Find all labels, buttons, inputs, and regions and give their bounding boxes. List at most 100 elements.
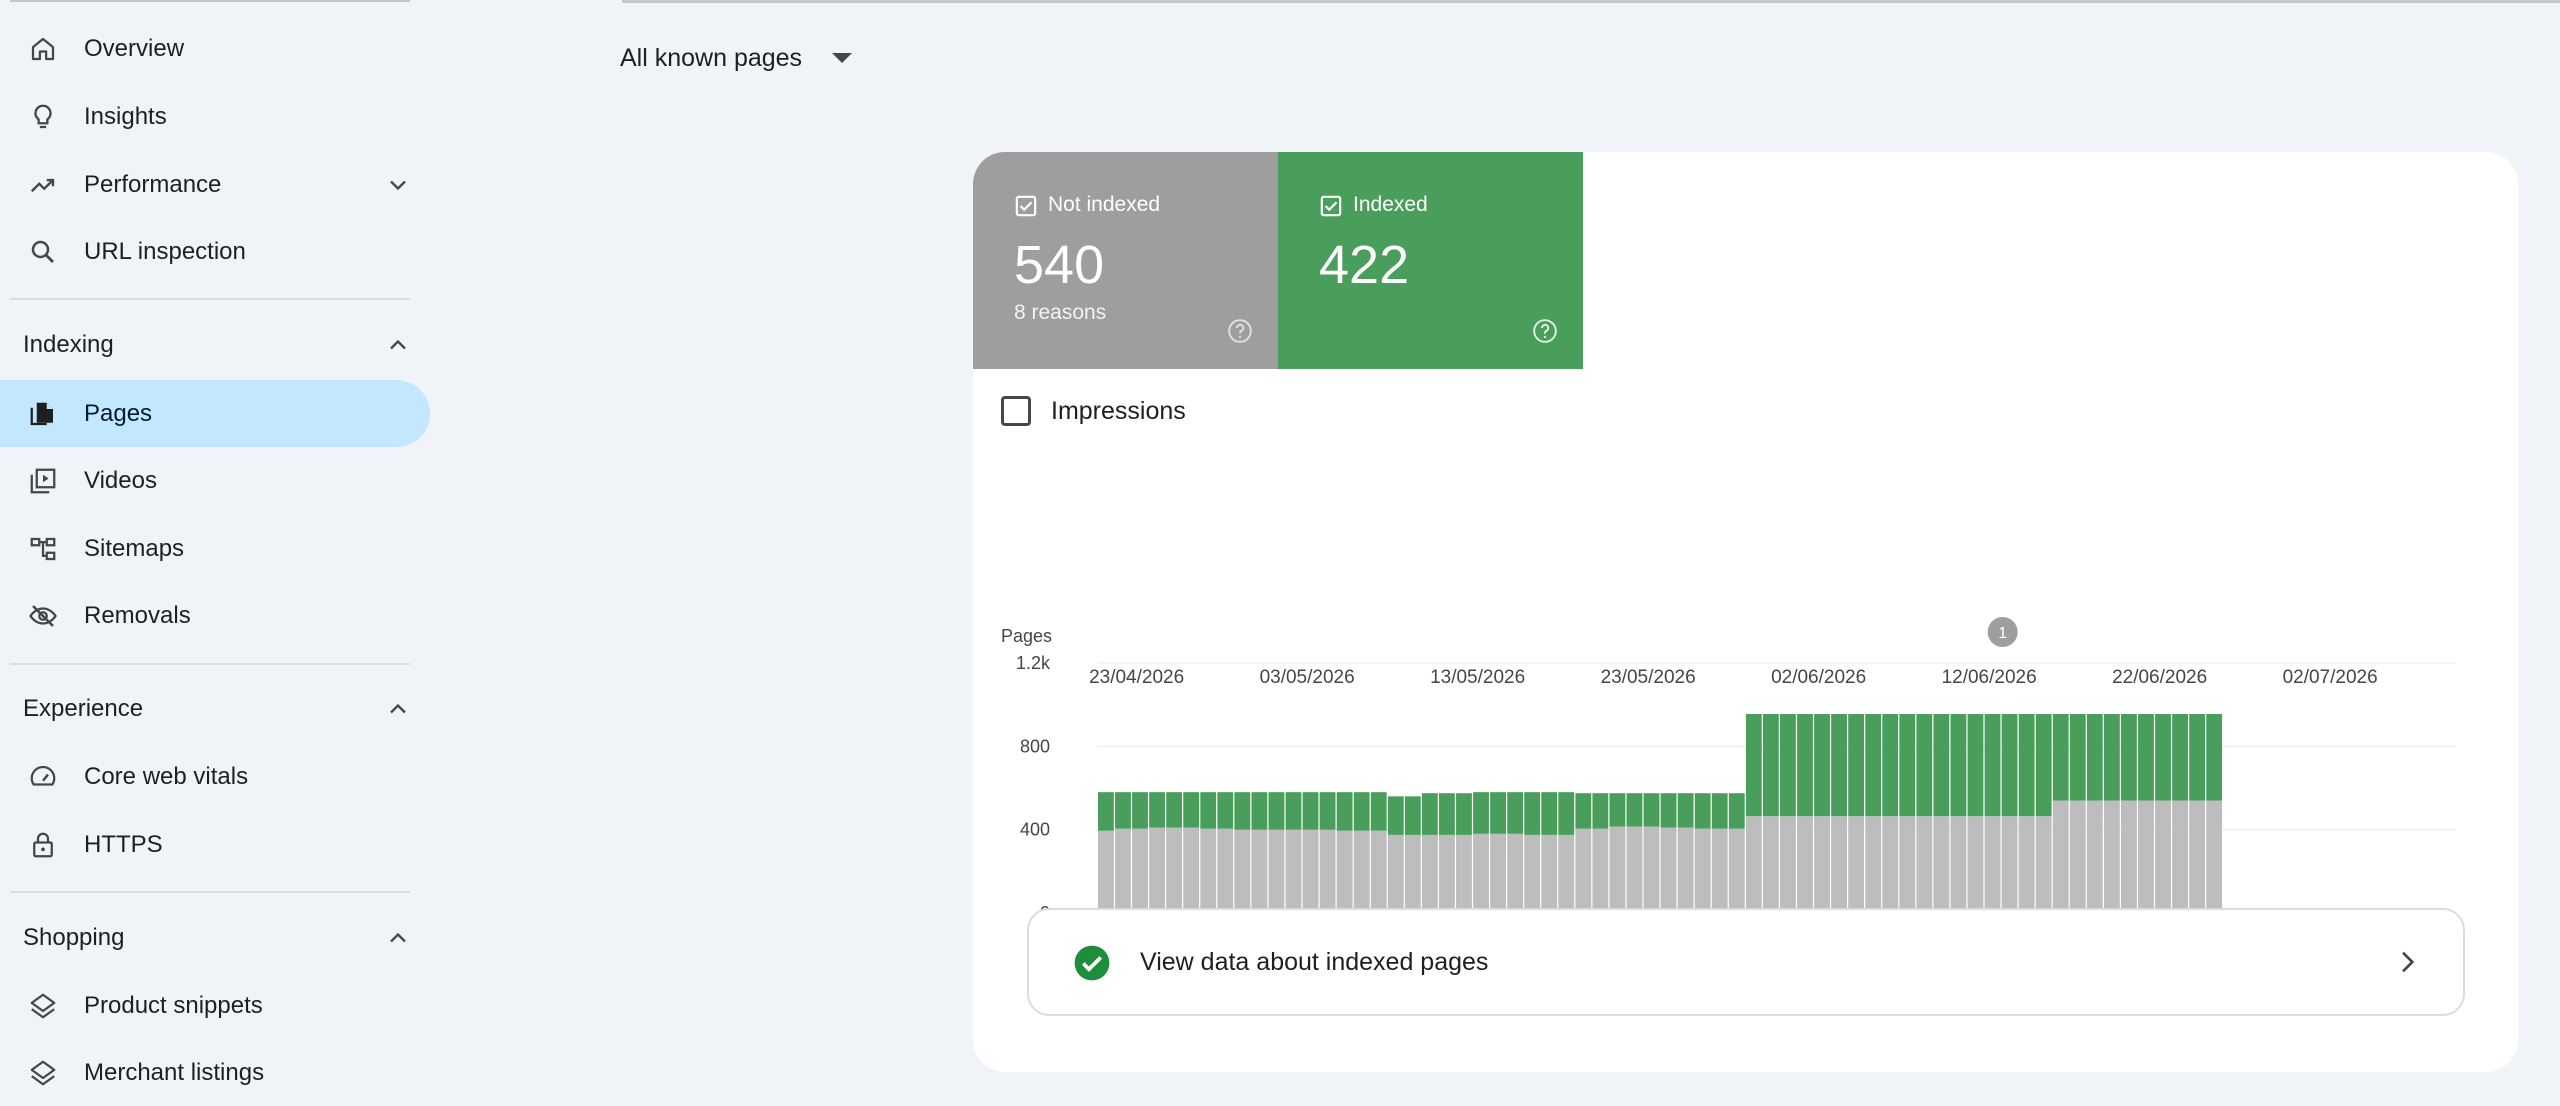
bar-not-indexed[interactable] — [1115, 828, 1131, 913]
bar-not-indexed[interactable] — [1200, 828, 1217, 913]
bar-indexed[interactable] — [1677, 793, 1694, 828]
bar-not-indexed[interactable] — [2103, 800, 2120, 914]
bar-indexed[interactable] — [1524, 792, 1541, 835]
bar-indexed[interactable] — [1302, 792, 1319, 830]
bar-indexed[interactable] — [1217, 792, 1234, 829]
bar-indexed[interactable] — [1166, 792, 1183, 828]
bar-not-indexed[interactable] — [1302, 829, 1319, 913]
bar-not-indexed[interactable] — [1183, 827, 1200, 913]
bar-indexed[interactable] — [1660, 793, 1677, 828]
bar-indexed[interactable] — [1200, 792, 1217, 829]
bar-not-indexed[interactable] — [1285, 829, 1302, 913]
bar-indexed[interactable] — [1814, 714, 1830, 817]
bar-indexed[interactable] — [1234, 792, 1251, 830]
bar-indexed[interactable] — [1541, 792, 1558, 835]
bar-indexed[interactable] — [1098, 792, 1114, 831]
bar-indexed[interactable] — [1984, 714, 2001, 817]
bar-indexed[interactable] — [1456, 793, 1472, 835]
bar-not-indexed[interactable] — [1848, 816, 1865, 913]
bar-indexed[interactable] — [1183, 792, 1200, 828]
bar-not-indexed[interactable] — [1882, 816, 1899, 913]
page-filter-dropdown[interactable]: All known pages — [620, 30, 853, 86]
bar-not-indexed[interactable] — [1490, 833, 1506, 913]
bar-not-indexed[interactable] — [2001, 816, 2018, 913]
sidebar-item-removals[interactable]: Removals — [0, 582, 430, 649]
bar-indexed[interactable] — [1592, 793, 1609, 829]
bar-not-indexed[interactable] — [1251, 829, 1268, 913]
bar-indexed[interactable] — [2138, 714, 2154, 801]
bar-indexed[interactable] — [1507, 792, 1524, 834]
bar-not-indexed[interactable] — [1694, 828, 1711, 913]
chevron-down-icon[interactable] — [384, 171, 412, 199]
impressions-checkbox[interactable] — [1001, 396, 1031, 426]
bar-indexed[interactable] — [1558, 792, 1575, 835]
bar-indexed[interactable] — [2189, 714, 2206, 801]
bar-not-indexed[interactable] — [1950, 816, 1967, 913]
bar-not-indexed[interactable] — [1456, 834, 1472, 913]
bar-not-indexed[interactable] — [2206, 800, 2223, 914]
bar-not-indexed[interactable] — [1507, 833, 1524, 913]
sidebar-item-https[interactable]: HTTPS — [0, 811, 430, 878]
sidebar-item-sitemaps[interactable]: Sitemaps — [0, 515, 430, 582]
bar-not-indexed[interactable] — [1234, 829, 1251, 913]
bar-indexed[interactable] — [1797, 714, 1813, 817]
bar-not-indexed[interactable] — [1762, 816, 1779, 913]
bar-not-indexed[interactable] — [2018, 816, 2035, 913]
bar-not-indexed[interactable] — [1575, 828, 1592, 913]
bar-not-indexed[interactable] — [1592, 828, 1609, 913]
bar-not-indexed[interactable] — [2155, 800, 2171, 914]
bar-indexed[interactable] — [1115, 792, 1131, 829]
bar-indexed[interactable] — [2103, 714, 2120, 801]
bar-not-indexed[interactable] — [2086, 800, 2103, 914]
bar-indexed[interactable] — [2001, 714, 2018, 817]
bar-indexed[interactable] — [1780, 714, 1796, 817]
bar-not-indexed[interactable] — [1660, 827, 1677, 913]
bar-indexed[interactable] — [1268, 792, 1285, 830]
bar-not-indexed[interactable] — [1132, 828, 1148, 913]
annotation-marker[interactable]: 1 — [1987, 617, 2018, 647]
bar-not-indexed[interactable] — [1728, 828, 1745, 913]
bar-not-indexed[interactable] — [1933, 816, 1950, 913]
metric-indexed[interactable]: Indexed 422 — [1278, 152, 1583, 369]
bar-indexed[interactable] — [1865, 714, 1882, 817]
bar-indexed[interactable] — [1933, 714, 1950, 817]
bar-indexed[interactable] — [1967, 714, 1984, 817]
bar-indexed[interactable] — [1439, 793, 1455, 835]
bar-indexed[interactable] — [1421, 793, 1438, 835]
bar-indexed[interactable] — [2206, 714, 2223, 801]
bar-not-indexed[interactable] — [1899, 816, 1916, 913]
bar-not-indexed[interactable] — [1268, 829, 1285, 913]
bar-indexed[interactable] — [2172, 714, 2188, 801]
bar-indexed[interactable] — [1848, 714, 1865, 817]
sidebar-item-pages[interactable]: Pages — [0, 380, 430, 447]
bar-indexed[interactable] — [1899, 714, 1916, 817]
bar-not-indexed[interactable] — [2172, 800, 2188, 914]
bar-not-indexed[interactable] — [1609, 826, 1626, 913]
bar-not-indexed[interactable] — [1865, 816, 1882, 913]
bar-not-indexed[interactable] — [1797, 816, 1813, 913]
bar-indexed[interactable] — [1728, 793, 1745, 829]
help-icon[interactable] — [1532, 318, 1558, 344]
bar-indexed[interactable] — [2086, 714, 2103, 801]
sidebar-item-performance[interactable]: Performance — [0, 151, 430, 218]
bar-indexed[interactable] — [1149, 792, 1165, 828]
bar-indexed[interactable] — [2035, 714, 2052, 817]
bar-not-indexed[interactable] — [1421, 834, 1438, 913]
bar-indexed[interactable] — [1370, 792, 1387, 831]
bar-not-indexed[interactable] — [1814, 816, 1830, 913]
sidebar-item-url-inspection[interactable]: URL inspection — [0, 218, 430, 285]
bar-indexed[interactable] — [1916, 714, 1933, 817]
bar-indexed[interactable] — [1251, 792, 1268, 830]
sidebar-item-core-web-vitals[interactable]: Core web vitals — [0, 743, 430, 810]
bar-not-indexed[interactable] — [1336, 830, 1353, 913]
bar-indexed[interactable] — [1626, 793, 1643, 827]
bar-not-indexed[interactable] — [1473, 833, 1489, 913]
bar-indexed[interactable] — [1643, 793, 1660, 827]
bar-indexed[interactable] — [1285, 792, 1302, 830]
bar-not-indexed[interactable] — [2121, 800, 2137, 914]
bar-indexed[interactable] — [1575, 793, 1592, 829]
bar-indexed[interactable] — [1609, 793, 1626, 827]
bar-not-indexed[interactable] — [2138, 800, 2154, 914]
section-experience[interactable]: Experience — [0, 679, 430, 739]
bar-not-indexed[interactable] — [1166, 827, 1183, 913]
